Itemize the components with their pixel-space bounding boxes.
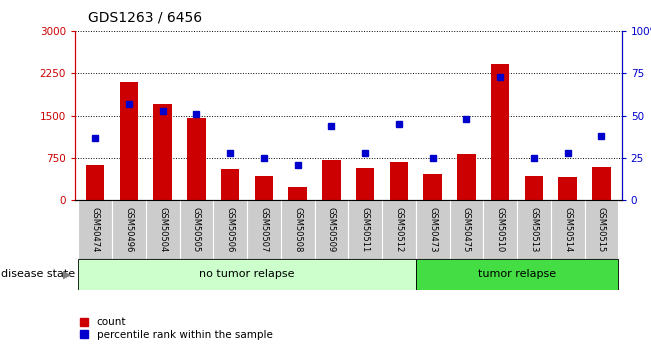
Text: GSM50513: GSM50513 <box>529 207 538 253</box>
Bar <box>416 200 450 259</box>
Bar <box>585 200 618 259</box>
Text: GSM50496: GSM50496 <box>124 207 133 253</box>
Bar <box>551 200 585 259</box>
Bar <box>517 200 551 259</box>
Text: tumor relapse: tumor relapse <box>478 269 556 279</box>
Text: disease state: disease state <box>1 269 76 279</box>
Bar <box>146 200 180 259</box>
Bar <box>288 187 307 200</box>
Bar <box>322 159 340 200</box>
Bar <box>525 176 543 200</box>
Text: GSM50506: GSM50506 <box>226 207 234 253</box>
Bar <box>314 200 348 259</box>
Bar <box>86 165 104 200</box>
Text: ▶: ▶ <box>63 269 72 279</box>
Bar <box>281 200 314 259</box>
Bar <box>559 177 577 200</box>
Text: GSM50509: GSM50509 <box>327 207 336 253</box>
Text: GSM50508: GSM50508 <box>293 207 302 253</box>
Text: GDS1263 / 6456: GDS1263 / 6456 <box>88 10 202 24</box>
Bar <box>450 200 483 259</box>
Text: GSM50510: GSM50510 <box>495 207 505 253</box>
Bar <box>416 259 618 290</box>
Bar <box>187 118 206 200</box>
Bar <box>390 162 408 200</box>
Bar <box>247 200 281 259</box>
Text: GSM50512: GSM50512 <box>395 207 404 253</box>
Bar <box>78 259 416 290</box>
Bar <box>120 82 138 200</box>
Bar <box>423 174 442 200</box>
Bar <box>483 200 517 259</box>
Text: GSM50514: GSM50514 <box>563 207 572 253</box>
Bar <box>491 64 510 200</box>
Bar <box>78 200 112 259</box>
Text: GSM50511: GSM50511 <box>361 207 370 253</box>
Bar <box>592 167 611 200</box>
Text: GSM50475: GSM50475 <box>462 207 471 253</box>
Text: GSM50474: GSM50474 <box>90 207 100 253</box>
Bar <box>154 104 172 200</box>
Bar <box>348 200 382 259</box>
Legend: count, percentile rank within the sample: count, percentile rank within the sample <box>80 317 273 340</box>
Text: GSM50504: GSM50504 <box>158 207 167 253</box>
Text: GSM50515: GSM50515 <box>597 207 606 253</box>
Bar <box>382 200 416 259</box>
Bar <box>112 200 146 259</box>
Bar <box>214 200 247 259</box>
Bar <box>180 200 214 259</box>
Bar <box>255 176 273 200</box>
Bar <box>356 168 374 200</box>
Bar <box>457 155 476 200</box>
Bar <box>221 169 240 200</box>
Text: GSM50505: GSM50505 <box>192 207 201 253</box>
Text: GSM50473: GSM50473 <box>428 207 437 253</box>
Text: GSM50507: GSM50507 <box>259 207 268 253</box>
Text: no tumor relapse: no tumor relapse <box>199 269 295 279</box>
